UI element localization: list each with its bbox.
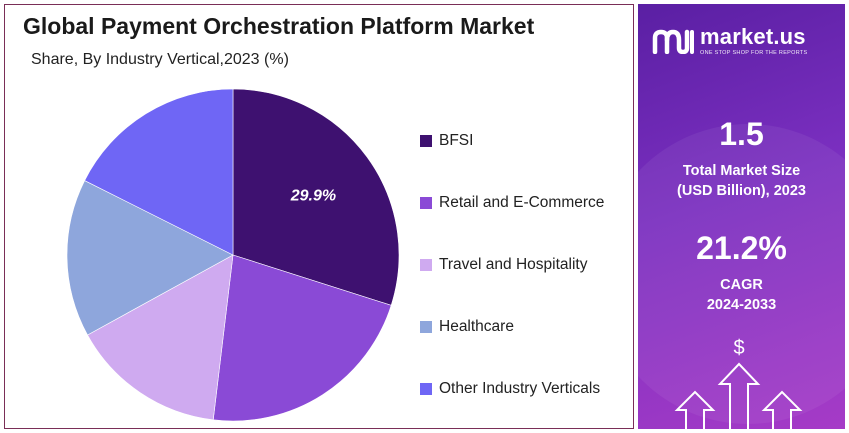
growth-arrows-graphic: $: [674, 337, 803, 429]
legend-swatch: [420, 259, 432, 271]
legend-item-bfsi: BFSI: [420, 110, 604, 172]
pie-slice-healthcare: [66, 180, 234, 336]
dollar-icon: $: [733, 337, 744, 359]
legend-swatch: [420, 383, 432, 395]
chart-legend: BFSI Retail and E-Commerce Travel and Ho…: [420, 110, 604, 420]
pie-slice-retail-and-e-commerce: [212, 254, 392, 422]
legend-label: Other Industry Verticals: [439, 380, 601, 397]
legend-swatch: [420, 197, 432, 209]
brand-name: market.us: [700, 24, 806, 49]
chart-title: Global Payment Orchestration Platform Ma…: [23, 13, 535, 39]
brand: market.us ONE STOP SHOP FOR THE REPORTS: [652, 26, 808, 56]
market-size-label-line2: (USD Billion), 2023: [677, 183, 806, 199]
market-size-label-line1: Total Market Size: [682, 163, 801, 179]
brand-tagline: ONE STOP SHOP FOR THE REPORTS: [700, 50, 808, 56]
pie-chart: 29.9%: [66, 88, 400, 422]
legend-item-other: Other Industry Verticals: [420, 358, 604, 420]
pie-slice-bfsi: [232, 88, 400, 306]
legend-label: Healthcare: [439, 318, 514, 335]
market-size-value: 1.5: [719, 116, 764, 152]
market-summary-panel: market.us ONE STOP SHOP FOR THE REPORTS …: [638, 4, 845, 429]
chart-subtitle: Share, By Industry Vertical,2023 (%): [31, 51, 289, 68]
cagr-value: 21.2%: [696, 230, 787, 266]
data-label: 29.9%: [290, 187, 336, 204]
chart-panel: Global Payment Orchestration Platform Ma…: [4, 4, 634, 429]
pie-slice-travel-and-hospitality: [87, 254, 234, 421]
pie-slice-other-industry-verticals: [84, 88, 234, 256]
dollar-symbol: $: [733, 337, 744, 359]
legend-label: Retail and E-Commerce: [439, 194, 605, 211]
legend-label: Travel and Hospitality: [439, 256, 588, 273]
legend-label: BFSI: [439, 132, 474, 149]
cagr-label: CAGR: [720, 277, 763, 293]
legend-item-retail: Retail and E-Commerce: [420, 172, 604, 234]
legend-item-travel: Travel and Hospitality: [420, 234, 604, 296]
up-arrow-icon: [674, 362, 803, 429]
legend-swatch: [420, 321, 432, 333]
legend-item-healthcare: Healthcare: [420, 296, 604, 358]
cagr-period: 2024-2033: [706, 297, 777, 313]
legend-swatch: [420, 135, 432, 147]
market-us-logo-icon: [652, 29, 694, 54]
background-glow: [638, 124, 845, 424]
